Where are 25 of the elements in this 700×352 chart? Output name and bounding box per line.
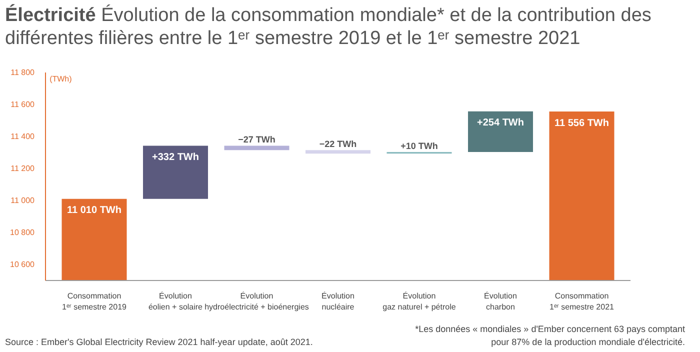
text: *Les données « mondiales » d'Ember concernent 63 pays comptant pour 87% de la production mondiale d'électricité.: [415, 323, 685, 349]
y-tick-label: 11 000: [10, 196, 36, 205]
x-tick-label: Évolution charbon: [484, 292, 517, 312]
data-label: 11 010 TWh: [67, 205, 122, 216]
x-tick-label: Consommation 1ᵉʳ semestre 2019: [62, 292, 128, 312]
x-tick-label: Évolution gaz naturel + pétrole: [382, 292, 456, 312]
data-label: −22 TWh: [319, 139, 357, 150]
data-label: −27 TWh: [238, 134, 276, 145]
y-tick-label: 10 600: [10, 260, 36, 269]
x-tick-label: Évolution hydroélectricité + bioénergies: [204, 292, 309, 312]
y-tick-label: 11 600: [10, 100, 36, 109]
x-tick-label: Évolution éolien + solaire: [148, 292, 204, 312]
y-axis-title: (TWh): [50, 74, 72, 84]
y-tick-label: 11 800: [10, 68, 36, 77]
data-label: +10 TWh: [400, 140, 438, 151]
data-label: 11 556 TWh: [554, 118, 609, 129]
x-tick-label: Consommation 1ᵉʳ semestre 2021: [550, 292, 615, 312]
source-note: Source : Ember's Global Electricity Review 2021 half-year update, août 2021.: [5, 336, 313, 349]
x-tick-label: Évolution nucléaire: [322, 292, 355, 312]
data-label: +254 TWh: [477, 118, 524, 129]
chart-title: Électricité: [5, 5, 96, 26]
y-tick-label: 11 400: [10, 132, 36, 141]
y-tick-label: 11 200: [10, 164, 36, 173]
data-label: +332 TWh: [152, 152, 199, 164]
y-tick-label: 10 800: [10, 228, 36, 237]
